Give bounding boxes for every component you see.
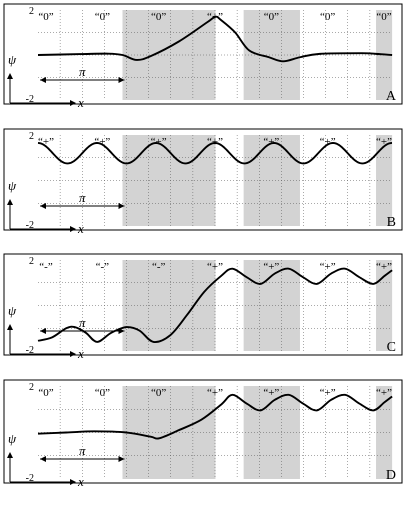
period-label: π xyxy=(79,315,86,330)
site-label: “+” xyxy=(320,387,336,399)
site-label: “+” xyxy=(263,387,279,399)
period-label: π xyxy=(79,190,86,205)
y-tick-label: 2 xyxy=(29,131,34,142)
panel-frame xyxy=(3,128,403,231)
arrow-right-icon xyxy=(118,456,125,462)
y-tick-label: 2 xyxy=(29,256,34,267)
arrow-right-icon xyxy=(70,479,76,485)
shaded-band xyxy=(243,260,300,351)
panel-D: 2 -2 “0” “0” “0” “+” “+” “+” “+” ψ x π D xyxy=(3,379,403,489)
site-label: “+” xyxy=(320,136,336,148)
panel-letter: B xyxy=(387,215,396,230)
arrow-left-icon xyxy=(40,456,46,462)
arrow-right-icon xyxy=(70,351,76,357)
site-label: “0” xyxy=(95,11,110,23)
arrow-right-icon xyxy=(70,226,76,232)
series-line xyxy=(37,267,393,343)
site-label: “+” xyxy=(376,387,392,399)
arrow-left-icon xyxy=(40,77,46,83)
shaded-band xyxy=(243,386,300,479)
y-tick-label: -2 xyxy=(26,220,34,231)
y-tick-label: -2 xyxy=(26,94,34,105)
site-label: “0” xyxy=(151,11,166,23)
panel-C: 2 -2 “-” “-” “-” “+” “+” “+” “+” ψ x π C xyxy=(3,253,403,361)
site-label: “-” xyxy=(152,261,166,273)
psi-label: ψ xyxy=(8,178,17,193)
period-label: π xyxy=(79,443,86,458)
site-label: “0” xyxy=(38,387,53,399)
arrow-left-icon xyxy=(40,203,46,209)
shaded-band xyxy=(243,10,300,100)
site-label: “+” xyxy=(263,261,279,273)
site-label: “+” xyxy=(263,136,279,148)
arrow-right-icon xyxy=(118,203,125,209)
psi-label: ψ xyxy=(8,52,17,67)
series-line xyxy=(37,142,393,165)
y-tick-label: -2 xyxy=(26,345,34,356)
panel-frame xyxy=(3,379,403,484)
arrow-right-icon xyxy=(118,328,125,334)
site-label: “+” xyxy=(207,11,223,23)
panel-letter: D xyxy=(386,468,396,483)
site-label: “+” xyxy=(94,136,110,148)
shaded-band xyxy=(243,135,300,226)
site-label: “0” xyxy=(38,11,53,23)
site-label: “0” xyxy=(151,387,166,399)
shaded-band xyxy=(122,10,216,100)
site-label: “0” xyxy=(320,11,335,23)
psi-label: ψ xyxy=(8,431,17,446)
shaded-band xyxy=(122,386,216,479)
site-label: “+” xyxy=(207,261,223,273)
panel-frame xyxy=(3,253,403,356)
site-label: “+” xyxy=(151,136,167,148)
site-label: “+” xyxy=(376,261,392,273)
x-label: x xyxy=(77,346,84,361)
site-label: “+” xyxy=(207,136,223,148)
shaded-band xyxy=(122,135,216,226)
site-label: “0” xyxy=(376,11,391,23)
x-label: x xyxy=(77,474,84,489)
y-tick-label: 2 xyxy=(29,6,34,17)
site-label: “-” xyxy=(96,261,110,273)
period-label: π xyxy=(79,64,86,79)
panel-frame xyxy=(3,3,403,105)
site-label: “+” xyxy=(376,136,392,148)
site-label: “+” xyxy=(38,136,54,148)
arrow-up-icon xyxy=(7,324,13,330)
arrow-right-icon xyxy=(118,77,125,83)
site-label: “0” xyxy=(264,11,279,23)
site-label: “+” xyxy=(207,387,223,399)
y-tick-label: 2 xyxy=(29,382,34,393)
arrow-up-icon xyxy=(7,199,13,205)
x-label: x xyxy=(77,221,84,236)
x-label: x xyxy=(77,95,84,110)
panel-letter: C xyxy=(387,340,396,355)
series-line xyxy=(37,15,393,63)
arrow-right-icon xyxy=(70,100,76,106)
panel-letter: A xyxy=(386,89,397,104)
arrow-left-icon xyxy=(40,328,46,334)
panel-B: 2 -2 “+” “+” “+” “+” “+” “+” “+” ψ x π B xyxy=(3,128,403,236)
psi-label: ψ xyxy=(8,303,17,318)
site-label: “-” xyxy=(39,261,53,273)
series-line xyxy=(37,393,393,440)
site-label: “0” xyxy=(95,387,110,399)
y-tick-label: -2 xyxy=(26,473,34,484)
arrow-up-icon xyxy=(7,452,13,458)
site-label: “+” xyxy=(320,261,336,273)
arrow-up-icon xyxy=(7,73,13,79)
panel-A: 2 -2 “0” “0” “0” “+” “0” “0” “0” ψ x π A xyxy=(3,3,403,110)
